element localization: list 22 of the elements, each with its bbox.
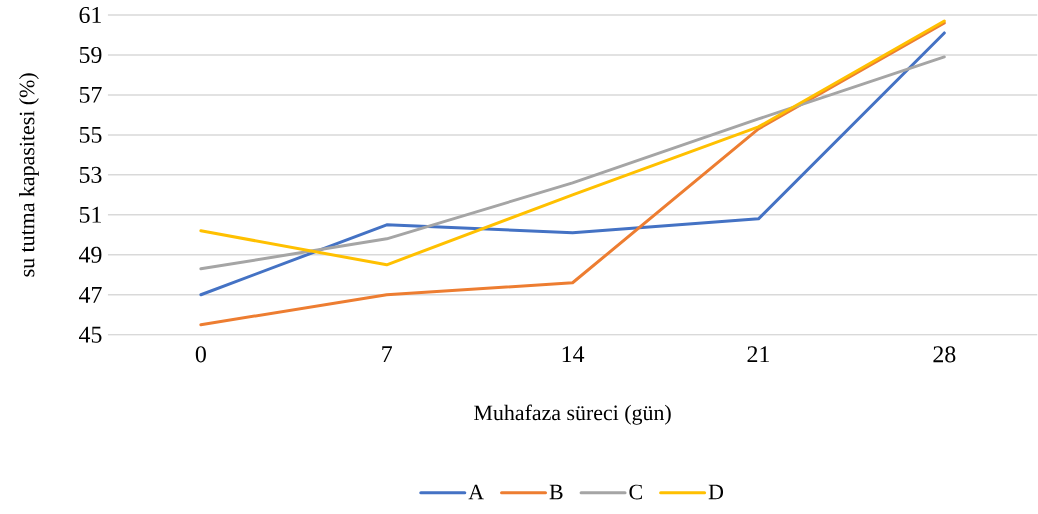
legend-label: A <box>468 484 484 500</box>
line-series <box>199 19 946 267</box>
x-axis-title: Muhafaza süreci (gün) <box>474 404 671 425</box>
y-tick-label: 57 <box>79 87 102 104</box>
x-tick-label: 21 <box>747 346 769 363</box>
y-tick-label: 47 <box>78 287 102 303</box>
legend-label: D <box>708 484 724 500</box>
legend-label: C <box>629 484 642 500</box>
y-tick-label: 59 <box>79 47 102 64</box>
line-series <box>199 55 946 271</box>
y-tick-label: 45 <box>78 326 102 343</box>
x-tick-label: 14 <box>562 346 585 363</box>
legend-label: B <box>549 484 563 500</box>
x-tick-label: 7 <box>382 346 393 363</box>
y-tick-label: 51 <box>79 207 101 224</box>
y-tick-label: 53 <box>79 167 102 184</box>
y-tick-label: 61 <box>79 7 101 24</box>
x-tick-label: 0 <box>195 346 206 363</box>
x-tick-label: 28 <box>933 346 956 363</box>
y-axis-title: su tutma kapasitesi (%) <box>19 73 39 277</box>
y-tick-label: 55 <box>79 127 102 144</box>
y-tick-label: 49 <box>78 246 102 264</box>
